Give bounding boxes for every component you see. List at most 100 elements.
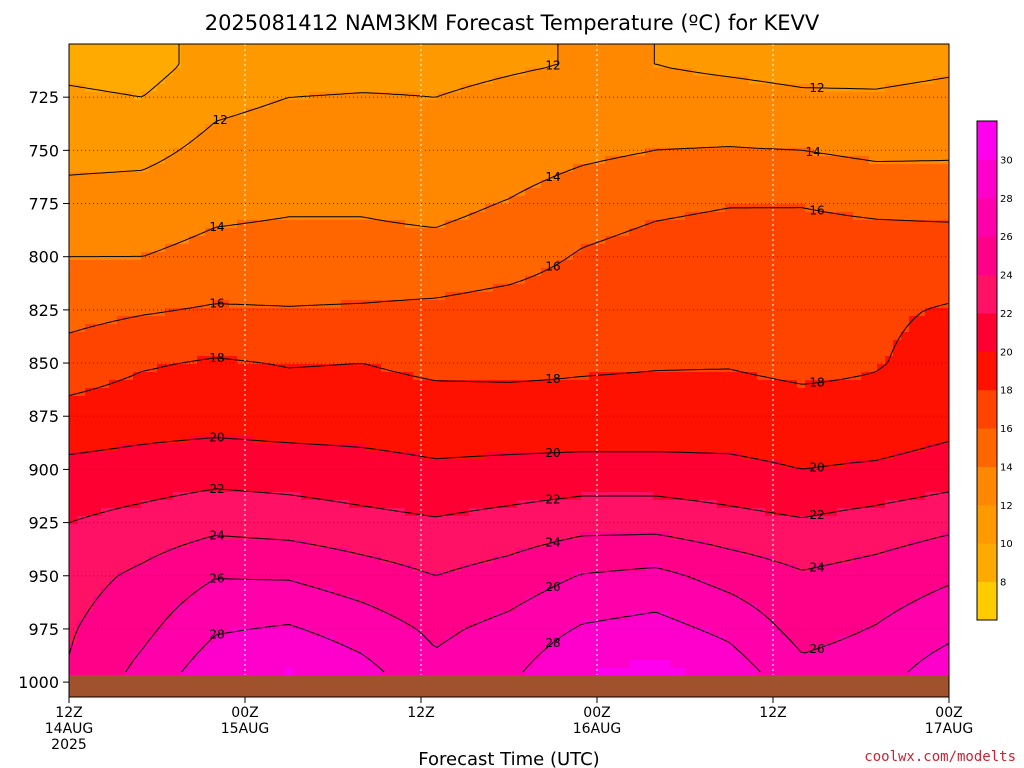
field-cell [197, 444, 206, 453]
field-cell [141, 508, 150, 517]
field-cell [69, 484, 78, 493]
field-cell [365, 492, 374, 501]
field-cell [365, 316, 374, 325]
field-cell [509, 308, 518, 317]
field-cell [205, 212, 214, 221]
field-cell [181, 156, 190, 165]
field-cell [109, 324, 118, 333]
field-cell [429, 604, 438, 613]
field-cell [197, 300, 206, 309]
field-cell [285, 212, 294, 221]
field-cell [437, 508, 446, 517]
field-cell [437, 588, 446, 597]
field-cell [549, 44, 558, 53]
field-cell [325, 188, 334, 197]
field-cell [429, 284, 438, 293]
field-cell [85, 76, 94, 85]
field-cell [541, 620, 550, 629]
field-cell [421, 476, 430, 485]
field-cell [549, 452, 558, 461]
field-cell [477, 628, 486, 637]
field-cell [269, 612, 278, 621]
field-cell [189, 348, 198, 357]
field-cell [93, 132, 102, 141]
field-cell [253, 52, 262, 61]
field-cell [349, 116, 358, 125]
field-cell [501, 636, 510, 645]
field-cell [205, 180, 214, 189]
field-cell [429, 548, 438, 557]
field-cell [149, 196, 158, 205]
field-cell [565, 604, 574, 613]
field-cell [317, 244, 326, 253]
field-cell [397, 436, 406, 445]
field-cell [485, 380, 494, 389]
field-cell [125, 316, 134, 325]
field-cell [525, 380, 534, 389]
field-cell [549, 204, 558, 213]
field-cell [245, 452, 254, 461]
field-cell [109, 356, 118, 365]
field-cell [205, 220, 214, 229]
field-cell [373, 76, 382, 85]
field-cell [565, 212, 574, 221]
field-cell [221, 468, 230, 477]
field-cell [341, 332, 350, 341]
field-cell [157, 596, 166, 605]
field-cell [429, 324, 438, 333]
field-cell [333, 332, 342, 341]
field-cell [221, 316, 230, 325]
field-cell [149, 452, 158, 461]
field-cell [341, 108, 350, 117]
field-cell [229, 404, 238, 413]
field-cell [157, 348, 166, 357]
field-cell [445, 516, 454, 525]
field-cell [189, 60, 198, 69]
field-cell [413, 428, 422, 437]
field-cell [93, 436, 102, 445]
field-cell [365, 532, 374, 541]
field-cell [357, 668, 366, 676]
field-cell [349, 268, 358, 277]
field-cell [269, 540, 278, 549]
field-cell [269, 100, 278, 109]
field-cell [213, 100, 222, 109]
field-cell [397, 316, 406, 325]
field-cell [125, 52, 134, 61]
field-cell [285, 468, 294, 477]
field-cell [469, 660, 478, 669]
field-cell [213, 316, 222, 325]
field-cell [197, 604, 206, 613]
field-cell [565, 84, 574, 93]
field-cell [285, 580, 294, 589]
field-cell [493, 404, 502, 413]
field-cell [349, 620, 358, 629]
field-cell [69, 236, 78, 245]
field-cell [461, 436, 470, 445]
field-cell [373, 260, 382, 269]
field-cell [429, 508, 438, 517]
field-cell [117, 524, 126, 533]
field-cell [389, 92, 398, 101]
field-cell [301, 388, 310, 397]
field-cell [173, 548, 182, 557]
field-cell [557, 172, 566, 181]
field-cell [557, 116, 566, 125]
field-cell [317, 372, 326, 381]
field-cell [109, 340, 118, 349]
field-cell [381, 660, 390, 669]
field-cell [325, 340, 334, 349]
field-cell [109, 300, 118, 309]
field-cell [557, 460, 566, 469]
field-cell [557, 76, 566, 85]
field-cell [333, 228, 342, 237]
field-cell [325, 60, 334, 69]
field-cell [429, 188, 438, 197]
field-cell [469, 524, 478, 533]
field-cell [181, 308, 190, 317]
field-cell [221, 340, 230, 349]
field-cell [325, 620, 334, 629]
field-cell [157, 92, 166, 101]
field-cell [565, 156, 574, 165]
field-cell [141, 140, 150, 149]
